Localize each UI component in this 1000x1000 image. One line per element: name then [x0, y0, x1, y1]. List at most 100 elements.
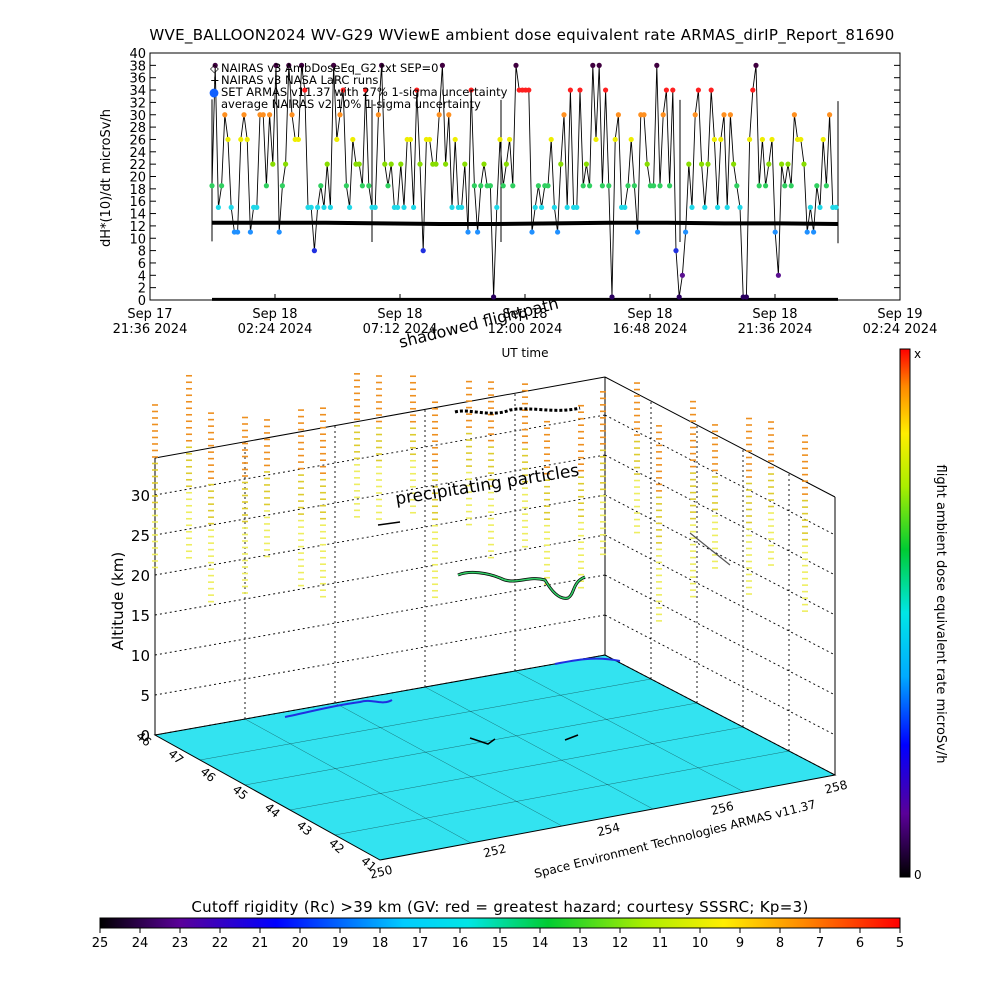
altitude-gridline-left [154, 654, 606, 736]
armas-point [673, 248, 679, 254]
floor-gridline [199, 678, 652, 761]
armas-point [689, 204, 695, 210]
altitude-gridline-left [154, 614, 606, 696]
floor-gridline [244, 702, 698, 786]
armas-point [734, 183, 740, 189]
armas-point [724, 204, 730, 210]
floor-gridline [289, 726, 744, 811]
rigidity-tick-label: 8 [776, 936, 784, 951]
armas-point [711, 136, 718, 143]
rigidity-tick-label: 13 [572, 936, 589, 951]
y-tick-label: 8 [138, 245, 146, 260]
armas-point [756, 183, 762, 189]
y-tick-label: 36 [129, 72, 146, 87]
flight-track-fragment [377, 521, 401, 526]
armas-point [414, 87, 420, 93]
armas-point [270, 161, 276, 167]
armas-point [372, 204, 378, 210]
y-tick-label: 38 [129, 59, 146, 74]
armas-point [212, 62, 218, 68]
armas-point [801, 161, 807, 167]
altitude-gridline-left [154, 534, 606, 616]
armas-point [683, 229, 689, 235]
altitude-gridline-right [604, 574, 836, 696]
armas-point [327, 204, 333, 210]
rigidity-tick-label: 17 [412, 936, 429, 951]
armas-point [379, 62, 385, 68]
rigidity-tick-label: 22 [212, 936, 229, 951]
y-tick-label: 4 [138, 269, 146, 284]
armas-point [315, 204, 321, 210]
y-tick-label: 20 [129, 171, 146, 186]
armas-point [478, 183, 484, 189]
armas-point [555, 229, 561, 235]
armas-point [833, 204, 839, 210]
armas-point [817, 204, 823, 210]
armas-point [628, 136, 634, 143]
rigidity-tick-label: 6 [856, 936, 864, 951]
rigidity-tick-label: 9 [736, 936, 744, 951]
armas-point [487, 183, 493, 189]
armas-point [433, 161, 439, 167]
armas-point [603, 87, 609, 93]
armas-point [679, 272, 686, 278]
armas-point [375, 112, 381, 118]
armas-point [388, 161, 394, 167]
armas-point [497, 136, 503, 143]
armas-point [299, 62, 305, 68]
armas-point [574, 204, 580, 210]
armas-point [663, 87, 670, 93]
floor-contour [469, 737, 496, 745]
rigidity-tick-label: 12 [612, 936, 629, 951]
armas-point [439, 62, 445, 68]
armas-point [417, 161, 423, 167]
floor-gridline [334, 750, 790, 836]
armas-point [587, 183, 593, 189]
floor-gridline [424, 686, 654, 810]
armas-point [452, 136, 458, 143]
armas-point [763, 183, 769, 189]
rigidity-tick-label: 23 [172, 936, 189, 951]
x-tick-label: 02:24 2024 [863, 322, 938, 337]
armas-point [311, 248, 317, 254]
armas-point [465, 229, 471, 235]
armas-point [747, 136, 753, 143]
armas-point [532, 204, 538, 210]
rigidity-tick-label: 18 [372, 936, 389, 951]
altitude-gridline-right [604, 494, 836, 616]
armas-point [436, 112, 442, 118]
armas-point [641, 112, 647, 118]
x-tick-label: Sep 18 [627, 307, 672, 322]
armas-point [359, 183, 365, 189]
y-tick-label: 6 [138, 257, 146, 272]
altitude-tick-label: 0 [140, 727, 150, 745]
legend: ◇ NAIRAS v3 AmbDoseEq_G2.txt SEP=0 + NAI… [209, 61, 508, 111]
armas-point [766, 161, 772, 167]
armas-point [769, 136, 775, 143]
rigidity-colorbar [99, 917, 901, 929]
rigidity-tick-label: 5 [896, 936, 904, 951]
armas-point [676, 294, 682, 300]
y-tick-label: 12 [129, 220, 146, 235]
armas-point [731, 161, 737, 167]
armas-point [318, 183, 324, 189]
armas-point [449, 204, 455, 210]
altitude-gridline-right [604, 614, 836, 736]
armas-point [622, 204, 628, 210]
armas-point [651, 183, 657, 189]
armas-point [551, 204, 558, 210]
armas-point [686, 161, 692, 167]
armas-point [535, 183, 542, 189]
longitude-tick-label: 256 [709, 799, 735, 818]
armas-point [395, 204, 401, 210]
x-tick-label: 21:36 2024 [113, 322, 188, 337]
armas-point [382, 161, 388, 167]
armas-point [302, 87, 308, 93]
armas-point [510, 183, 516, 189]
y-tick-label: 24 [129, 146, 146, 161]
armas-point [276, 229, 282, 235]
armas-point [267, 112, 273, 118]
x-tick-label: Sep 18 [377, 307, 422, 322]
armas-point [583, 161, 590, 167]
armas-point [548, 136, 554, 143]
